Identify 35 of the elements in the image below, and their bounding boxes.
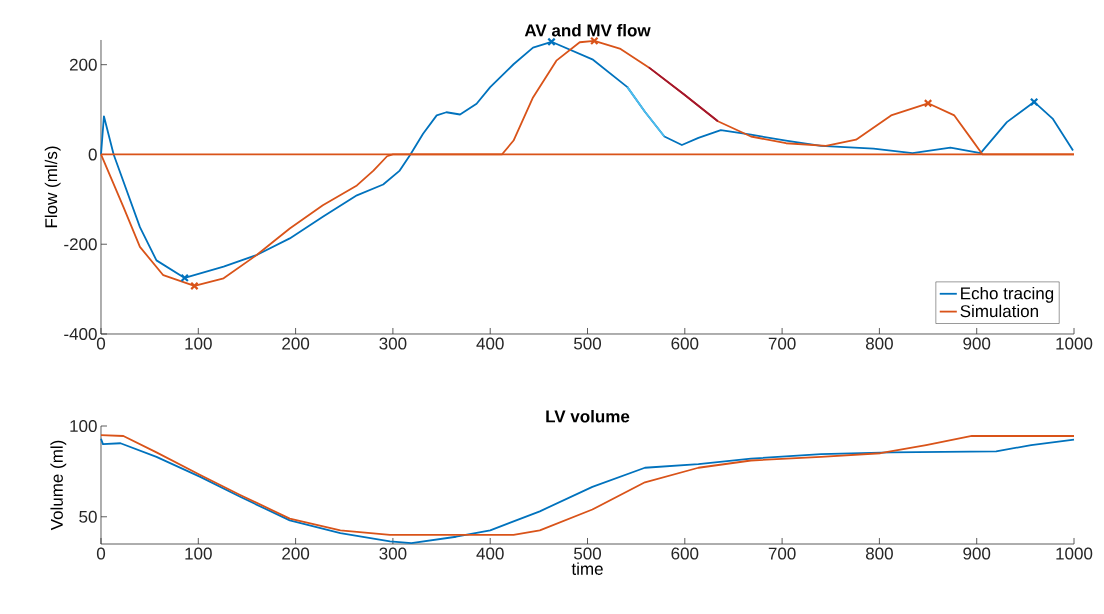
y-tick-label: 50	[79, 510, 97, 523]
x-tick-label: 600	[671, 547, 699, 560]
y-tick-label: -200	[64, 238, 97, 251]
x-tick-label: 1000	[1056, 547, 1093, 560]
x-tick-label: 1000	[1056, 337, 1093, 350]
x-tick-label: 900	[963, 547, 991, 560]
x-tick-label: 800	[865, 337, 893, 350]
x-tick-label: 700	[768, 547, 796, 560]
legend-label: Echo tracing	[961, 286, 1054, 303]
y-axis-title: Volume (ml)	[50, 440, 67, 531]
y-tick-label: 0	[88, 148, 97, 161]
x-tick-label: 200	[282, 547, 310, 560]
x-tick-label: 900	[963, 337, 991, 350]
x-tick-label: 400	[476, 337, 504, 350]
y-tick-label: 200	[69, 58, 97, 71]
chart-title: AV and MV flow	[524, 23, 651, 37]
x-tick-label: 300	[379, 337, 407, 350]
x-tick-label: 400	[476, 547, 504, 560]
x-tick-label: 500	[574, 337, 602, 350]
x-tick-label: 500	[574, 547, 602, 560]
y-tick-label: -400	[64, 327, 97, 341]
x-tick-label: 100	[185, 337, 212, 350]
x-tick-label: 600	[671, 337, 699, 350]
x-axis-title: time	[571, 562, 603, 575]
chart-title: LV volume	[546, 409, 630, 423]
x-tick-label: 300	[379, 547, 407, 560]
legend-label: Simulation	[960, 304, 1038, 318]
x-tick-label: 200	[282, 337, 310, 350]
x-tick-label: 800	[865, 547, 893, 560]
y-axis-title: Flow (ml/s)	[44, 146, 61, 228]
y-tick-label: 100	[70, 419, 97, 433]
x-tick-label: 0	[96, 547, 106, 560]
x-tick-label: 100	[185, 547, 212, 560]
x-tick-label: 0	[96, 337, 106, 350]
x-tick-label: 700	[768, 337, 796, 350]
